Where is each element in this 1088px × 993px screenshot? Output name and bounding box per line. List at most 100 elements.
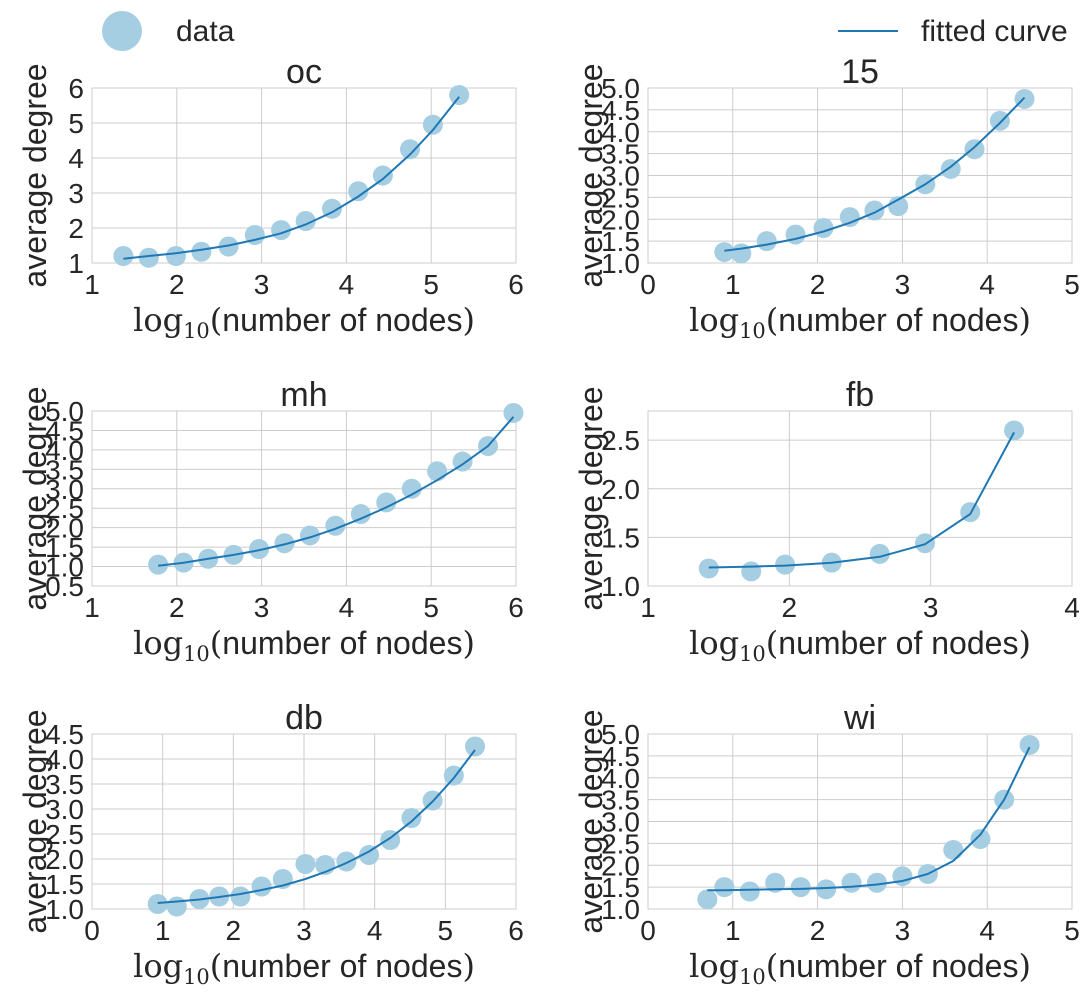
panel-mh: 1 2 3 4 5 6 0.51.01.52.02.53.03.54.04.55.0 mh lo… bbox=[17, 376, 524, 666]
data-point bbox=[427, 461, 448, 482]
x-axis-label: log10(number of nodes) bbox=[133, 624, 475, 666]
legend-data-marker bbox=[102, 11, 142, 51]
y-tick-label: 5.0 bbox=[601, 73, 640, 104]
data-point bbox=[359, 845, 380, 865]
panel-title: mh bbox=[280, 376, 327, 414]
x-tick-label: 4 bbox=[979, 269, 995, 300]
data-point bbox=[989, 110, 1010, 131]
x-axis-label: log10(number of nodes) bbox=[133, 947, 475, 989]
x-axis-label: log10(number of nodes) bbox=[689, 947, 1031, 989]
y-tick-label: 4.5 bbox=[601, 95, 640, 126]
x-tick-label: 5 bbox=[438, 915, 454, 946]
y-tick-label: 1.5 bbox=[601, 226, 640, 257]
data-point bbox=[943, 839, 964, 860]
data-point bbox=[731, 243, 752, 264]
y-axis-label: average degree bbox=[573, 63, 609, 287]
data-point bbox=[813, 218, 834, 238]
x-tick-label: 5 bbox=[1064, 269, 1080, 300]
series-group bbox=[148, 402, 524, 575]
data-point bbox=[372, 165, 393, 186]
series-group bbox=[113, 85, 470, 268]
x-tick-label: 1 bbox=[84, 592, 100, 623]
data-point bbox=[350, 504, 371, 525]
panel-title: wi bbox=[843, 699, 876, 737]
y-tick-label: 3.0 bbox=[601, 807, 640, 838]
fitted-curve bbox=[157, 416, 515, 567]
data-point bbox=[697, 889, 718, 910]
y-tick-label: 2.0 bbox=[601, 850, 640, 881]
x-tick-label: 1 bbox=[84, 269, 100, 300]
x-tick-label: 2 bbox=[226, 915, 242, 946]
x-tick-label: 4 bbox=[339, 269, 355, 300]
series-group bbox=[147, 736, 486, 917]
legend: data fitted curve bbox=[102, 11, 1068, 51]
y-tick-label: 3.5 bbox=[601, 785, 640, 816]
x-tick-label: 2 bbox=[782, 592, 798, 623]
y-tick-label: 1.0 bbox=[601, 248, 640, 279]
panel-db: 0 1 2 3 4 5 6 1.01.52.02.53.03.54.04.5 db log10(n… bbox=[17, 699, 524, 989]
plot-frame bbox=[91, 410, 517, 587]
y-tick-label: 1 bbox=[68, 248, 84, 279]
y-axis-label: average degree bbox=[17, 386, 53, 610]
series-group bbox=[697, 734, 1040, 910]
x-tick-label: 0 bbox=[640, 269, 656, 300]
data-point bbox=[422, 114, 443, 135]
y-tick-label: 3.5 bbox=[601, 139, 640, 170]
y-axis-label: average degree bbox=[573, 709, 609, 933]
data-point bbox=[166, 896, 187, 917]
panel-wi: 0 1 2 3 4 5 1.01.52.02.53.03.54.04.55.0 wi log10… bbox=[573, 699, 1080, 989]
data-point bbox=[790, 877, 811, 898]
y-tick-label: 2.0 bbox=[45, 844, 84, 875]
x-tick-label: 3 bbox=[254, 592, 270, 623]
data-point bbox=[251, 876, 272, 897]
data-point bbox=[401, 808, 422, 828]
y-tick-label: 2.0 bbox=[601, 474, 640, 505]
legend-data-label: data bbox=[176, 15, 235, 48]
y-tick-label: 2.0 bbox=[601, 204, 640, 235]
data-point bbox=[866, 872, 887, 893]
data-point bbox=[765, 872, 786, 893]
data-point bbox=[400, 139, 420, 160]
x-tick-label: 2 bbox=[169, 592, 185, 623]
y-tick-label: 3.0 bbox=[601, 161, 640, 192]
y-axis-label: average degree bbox=[17, 709, 53, 933]
data-point bbox=[147, 894, 168, 914]
data-point bbox=[714, 877, 735, 898]
data-point bbox=[1019, 734, 1040, 755]
y-tick-label: 1.0 bbox=[601, 894, 640, 925]
panel-title: fb bbox=[846, 376, 874, 414]
panel-title: db bbox=[285, 699, 323, 737]
data-point bbox=[113, 246, 134, 266]
y-tick-label: 4.5 bbox=[45, 719, 84, 750]
y-tick-label: 5 bbox=[68, 108, 84, 139]
y-tick-label: 2.5 bbox=[601, 182, 640, 213]
y-tick-label: 1.0 bbox=[45, 894, 84, 925]
y-tick-label: 4.0 bbox=[45, 744, 84, 775]
data-point bbox=[964, 139, 985, 160]
y-tick-label: 2.5 bbox=[45, 493, 84, 524]
data-point bbox=[401, 478, 422, 499]
y-tick-label: 2 bbox=[68, 213, 84, 244]
plot-frame bbox=[647, 410, 1073, 587]
x-tick-label: 0 bbox=[640, 915, 656, 946]
data-point bbox=[816, 879, 837, 900]
plot-frame bbox=[91, 733, 517, 910]
y-tick-label: 4.0 bbox=[601, 763, 640, 794]
y-tick-label: 1.5 bbox=[45, 869, 84, 900]
x-tick-label: 1 bbox=[725, 269, 741, 300]
data-point bbox=[1004, 420, 1025, 441]
data-point bbox=[698, 558, 719, 579]
x-tick-label: 0 bbox=[84, 915, 100, 946]
data-point bbox=[839, 207, 860, 228]
y-tick-label: 2.0 bbox=[45, 513, 84, 544]
fitted-curve bbox=[707, 746, 1031, 892]
fitted-curve bbox=[724, 96, 1026, 252]
x-tick-label: 6 bbox=[508, 915, 524, 946]
data-point bbox=[449, 85, 470, 105]
data-point bbox=[299, 525, 320, 546]
data-point bbox=[138, 247, 159, 268]
x-tick-label: 5 bbox=[423, 592, 439, 623]
